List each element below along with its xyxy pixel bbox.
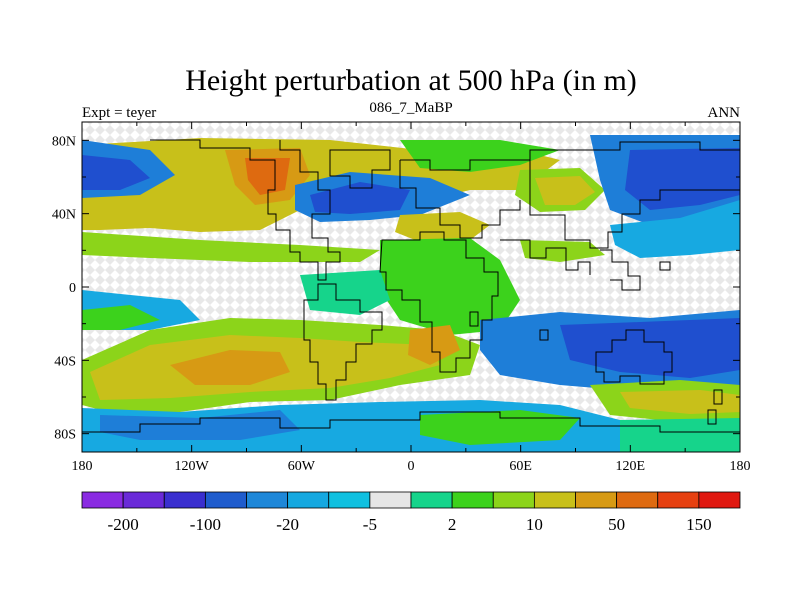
colorbar-box	[698, 491, 741, 509]
field-deepblue-nwpac	[82, 155, 150, 190]
colorbar-box	[575, 491, 618, 509]
field-olive-central	[395, 212, 490, 242]
colorbar-box	[410, 491, 453, 509]
time-label: 086_7_MaBP	[369, 100, 452, 116]
outline-se-asia	[600, 249, 641, 291]
chart-title: Height perturbation at 500 hPa (in m)	[185, 64, 637, 97]
field-teal-tropics	[300, 270, 390, 315]
y-tick-label: 80S	[54, 428, 76, 443]
outline-islands	[469, 261, 671, 341]
colorbar-box	[328, 491, 371, 509]
experiment-label: Expt = teyer	[82, 105, 156, 121]
colorbar-label: -20	[276, 515, 299, 534]
field-olive-subtrop-e	[520, 240, 605, 262]
colorbar-box	[369, 491, 412, 509]
outline-australia	[595, 329, 673, 385]
colorbar-label: 150	[686, 515, 712, 534]
colorbar-box	[163, 491, 206, 509]
colorbar-label: -100	[190, 515, 221, 534]
colorbar-box	[657, 491, 700, 509]
x-axis: 180 120W 60W 0 60E 120E 180	[72, 122, 751, 474]
outline-north-america	[150, 139, 341, 281]
field-lightblue-npac-east	[610, 200, 740, 258]
colorbar-box	[533, 491, 576, 509]
colorbar: -200 -100 -20 -5 2 10 50 150	[81, 491, 741, 534]
colorbar-box	[122, 491, 165, 509]
colorbar-label: 10	[526, 515, 543, 534]
outline-south-america	[303, 283, 383, 401]
field-orange-spac	[170, 350, 290, 385]
field-teal-antarctic	[620, 418, 740, 452]
y-tick-label: 40S	[54, 354, 76, 369]
colorbar-label: 50	[608, 515, 625, 534]
x-tick-label: 60E	[509, 459, 532, 474]
x-tick-label: 0	[408, 459, 415, 474]
map-field	[82, 122, 740, 452]
y-tick-label: 0	[69, 281, 76, 296]
colorbar-label: -5	[363, 515, 377, 534]
field-deepblue-sio	[560, 318, 740, 378]
colorbar-box	[451, 491, 494, 509]
y-tick-label: 40N	[52, 208, 76, 223]
field-green-arctic	[400, 140, 560, 172]
outline-arabia-india	[500, 239, 591, 275]
field-olive-subtrop-atl	[82, 232, 380, 262]
field-deepblue-siberia	[625, 148, 740, 210]
x-tick-label: 120W	[175, 459, 210, 474]
field-deepblue-natl	[310, 182, 410, 214]
colorbar-box	[246, 491, 289, 509]
field-orange-satl	[408, 325, 460, 365]
colorbar-box	[492, 491, 535, 509]
colorbar-box	[616, 491, 659, 509]
field-green-antarctic	[420, 410, 580, 445]
season-label: ANN	[708, 105, 741, 121]
colorbar-box	[81, 491, 124, 509]
colorbar-box	[287, 491, 330, 509]
continent-outlines	[82, 139, 740, 433]
field-olive-aus	[620, 390, 740, 414]
field-green-tropics-africa	[380, 238, 520, 335]
field-green-sp-w	[82, 305, 160, 330]
outline-europe-asia	[399, 141, 740, 249]
colorbar-label: 2	[448, 515, 457, 534]
x-tick-label: 60W	[288, 459, 316, 474]
field-olive-eurasia	[535, 176, 595, 205]
x-tick-label: 180	[730, 459, 751, 474]
outline-antarctica	[82, 411, 740, 433]
outline-greenland	[329, 149, 391, 189]
y-tick-label: 80N	[52, 134, 76, 149]
outline-africa	[379, 231, 499, 373]
x-tick-label: 180	[72, 459, 93, 474]
colorbar-label: -200	[108, 515, 139, 534]
colorbar-box	[204, 491, 247, 509]
x-tick-label: 120E	[616, 459, 646, 474]
field-darkorange-north	[245, 158, 290, 195]
outline-new-zealand	[707, 389, 723, 425]
y-axis: 80N 40N 0 40S 80S	[52, 134, 740, 443]
